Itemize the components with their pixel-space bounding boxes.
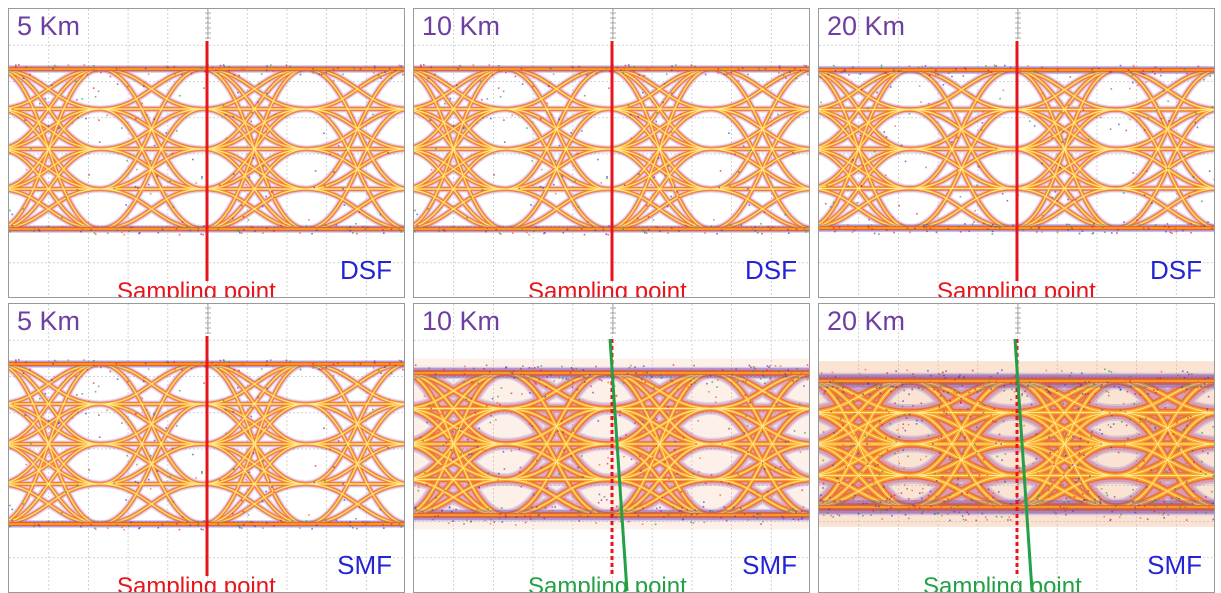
eye-panel-smf-5km: 5 Km SMF Sampling point	[8, 303, 405, 593]
distance-label: 10 Km	[422, 308, 500, 335]
distance-label: 10 Km	[422, 13, 500, 40]
sampling-point-label: Sampling point	[117, 280, 276, 298]
eye-panel-smf-10km: 10 Km SMF Sampling point	[413, 303, 810, 593]
sampling-point-label: Sampling point	[528, 575, 687, 593]
fiber-type-label: SMF	[337, 552, 392, 578]
distance-label: 20 Km	[827, 13, 905, 40]
sampling-point-label: Sampling point	[923, 575, 1082, 593]
distance-label: 5 Km	[17, 13, 80, 40]
eye-panel-dsf-20km: 20 Km DSF Sampling point	[818, 8, 1215, 298]
fiber-type-label: SMF	[742, 552, 797, 578]
distance-label: 5 Km	[17, 308, 80, 335]
eye-panel-dsf-10km: 10 Km DSF Sampling point	[413, 8, 810, 298]
distance-label: 20 Km	[827, 308, 905, 335]
fiber-type-label: SMF	[1147, 552, 1202, 578]
fiber-type-label: DSF	[1150, 257, 1202, 283]
eye-panel-smf-20km: 20 Km SMF Sampling point	[818, 303, 1215, 593]
sampling-point-label: Sampling point	[117, 575, 276, 593]
eye-panel-dsf-5km: 5 Km DSF Sampling point	[8, 8, 405, 298]
sampling-point-label: Sampling point	[528, 280, 687, 298]
fiber-type-label: DSF	[340, 257, 392, 283]
sampling-point-label: Sampling point	[937, 280, 1096, 298]
fiber-type-label: DSF	[745, 257, 797, 283]
